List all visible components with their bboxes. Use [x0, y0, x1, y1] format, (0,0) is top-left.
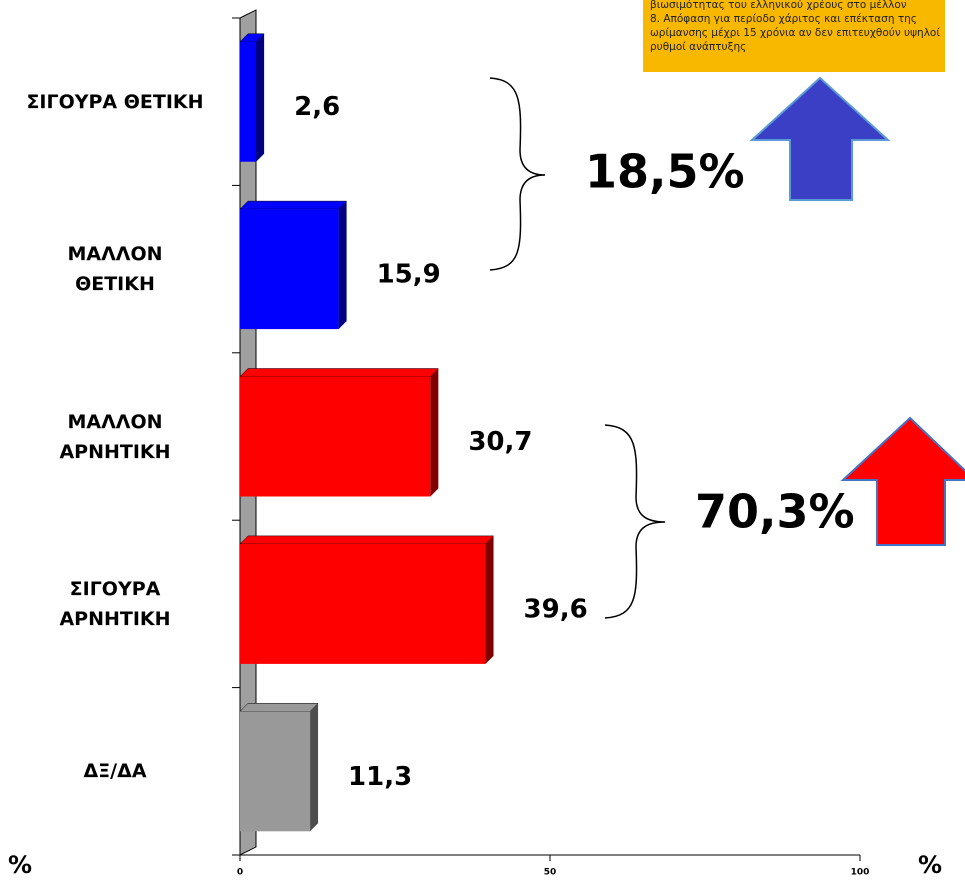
- value-label: 11,3: [348, 762, 412, 792]
- value-label: 15,9: [377, 260, 441, 290]
- annotation: 18,5%: [585, 145, 745, 199]
- note-text: βιωσιμότητας του ελληνικού χρέους στο μέ…: [650, 0, 907, 11]
- bar: [240, 711, 311, 832]
- bar-side: [310, 703, 319, 832]
- value-label: 39,6: [524, 594, 588, 624]
- bar-side: [485, 535, 494, 664]
- arrow-up: [749, 76, 891, 201]
- bar-side: [338, 201, 347, 330]
- bar-top: [239, 200, 348, 210]
- axis-label: %: [918, 851, 942, 879]
- brace: [604, 424, 666, 619]
- x-tick-label: 50: [544, 868, 557, 878]
- brace: [489, 77, 546, 271]
- bar-side: [256, 33, 265, 162]
- note-box: [643, 0, 945, 72]
- bar: [240, 543, 486, 664]
- bar: [240, 209, 339, 330]
- value-label: 30,7: [468, 427, 532, 457]
- bar: [240, 376, 431, 497]
- y-tick-label: ΣΙΓΟΥΡΑ ΑΡΝΗΤΙΚΗ: [59, 577, 171, 630]
- x-tick-label: 100: [851, 868, 870, 878]
- bar-top: [239, 535, 495, 545]
- axis-label: %: [8, 851, 32, 879]
- x-tick-label: 0: [237, 868, 243, 878]
- bar-top: [239, 703, 319, 712]
- y-tick-label: ΜΑΛΛΟΝ ΘΕΤΙΚΗ: [67, 243, 163, 296]
- y-tick-label: ΔΞ/ΔΑ: [83, 760, 147, 783]
- y-tick-label: ΣΙΓΟΥΡΑ ΘΕΤΙΚΗ: [26, 90, 204, 113]
- bar-top: [239, 368, 439, 377]
- annotation: 70,3%: [695, 485, 855, 539]
- bar-side: [430, 368, 439, 497]
- note-text: 8. Απόφαση για περίοδο χάριτος και επέκτ…: [650, 13, 940, 53]
- y-tick-label: ΜΑΛΛΟΝ ΑΡΝΗΤΙΚΗ: [59, 410, 171, 463]
- value-label: 2,6: [294, 92, 340, 122]
- bar: [240, 41, 257, 162]
- arrow-up: [840, 416, 965, 546]
